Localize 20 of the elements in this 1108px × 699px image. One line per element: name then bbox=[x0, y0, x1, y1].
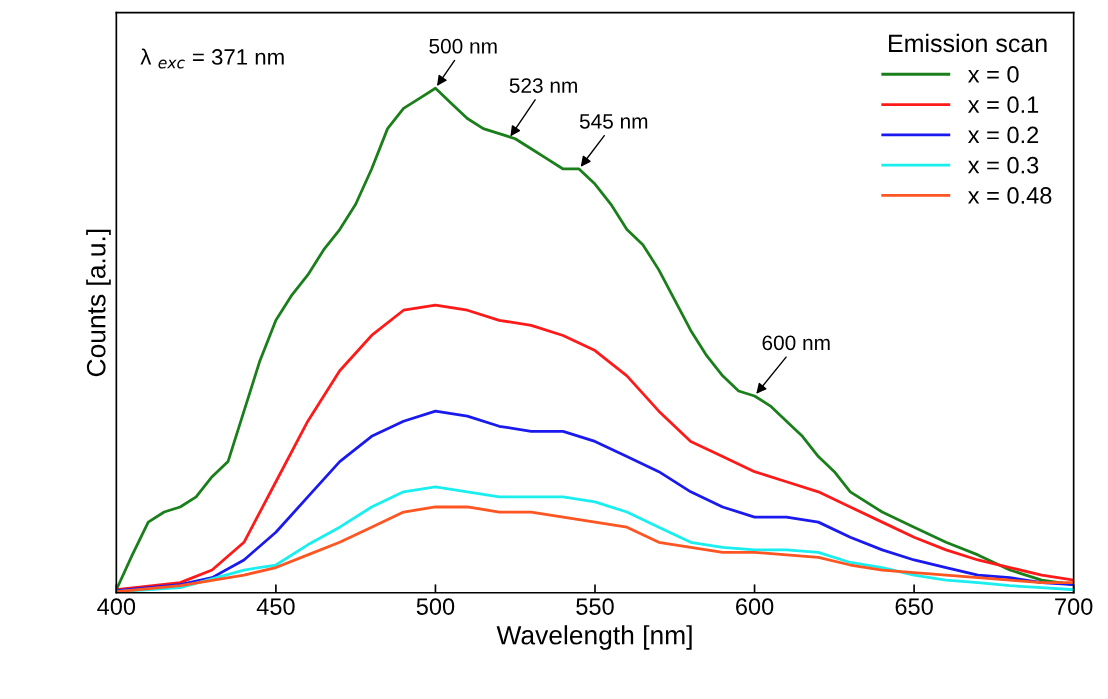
y-axis-title: Counts [a.u.] bbox=[86, 229, 111, 377]
annotation: 500 nm bbox=[429, 38, 497, 54]
text: λ $_{exc}$ = 371 nm bbox=[140, 48, 284, 69]
x-tick-label: 650 bbox=[895, 598, 933, 615]
annotation: 545 nm bbox=[579, 114, 648, 129]
legend-label: x = 0.1 bbox=[968, 96, 1039, 114]
legend-title: Emission scan bbox=[889, 33, 1047, 53]
legend-label: x = 0 bbox=[968, 66, 1019, 83]
x-axis-title: Wavelength [nm] bbox=[496, 625, 692, 650]
x-tick-label: 700 bbox=[1055, 598, 1093, 615]
x-tick-label: 400 bbox=[97, 598, 136, 615]
legend-label: x = 0.2 bbox=[968, 126, 1039, 144]
x-tick-label: 550 bbox=[576, 598, 614, 615]
legend-label: x = 0.3 bbox=[968, 156, 1039, 174]
annotation: 600 nm bbox=[762, 335, 830, 351]
annotation: 523 nm bbox=[509, 78, 577, 93]
x-tick-label: 600 bbox=[736, 598, 774, 615]
x-tick-label: 500 bbox=[416, 598, 455, 615]
x-tick-label: 450 bbox=[256, 598, 295, 615]
legend-label: x = 0.48 bbox=[968, 187, 1052, 204]
